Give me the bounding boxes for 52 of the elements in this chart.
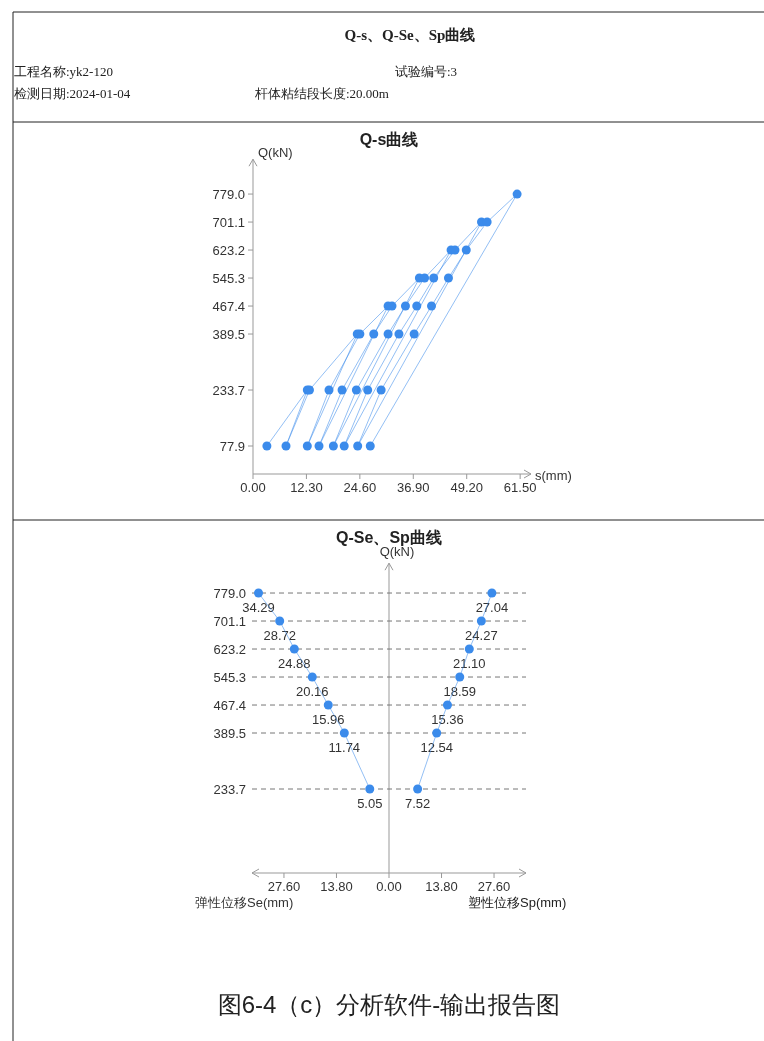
y-tick-label: 545.3 xyxy=(212,270,245,286)
x-axis-title: 弹性位移Se(mm) xyxy=(195,895,294,910)
chart-title: Q-Se、Sp曲线 xyxy=(336,529,442,546)
annotation: 24.27 xyxy=(465,628,498,644)
x-tick-label: 12.30 xyxy=(290,480,323,495)
annotation: 15.36 xyxy=(431,712,464,728)
y-tick-label: 233.7 xyxy=(212,382,245,398)
text: 试验编号:3 xyxy=(395,64,458,79)
x-tick-label: 13.80 xyxy=(425,879,458,894)
x-tick-label: 36.90 xyxy=(397,480,430,495)
y-tick-label: 779.0 xyxy=(212,186,245,202)
annotation: 11.74 xyxy=(328,740,361,756)
y-tick-label: 233.7 xyxy=(213,781,246,797)
annotation: 7.52 xyxy=(404,796,431,812)
annotation: 12.54 xyxy=(420,740,453,756)
x-tick-label: 0.00 xyxy=(240,480,266,495)
y-tick-label: 701.1 xyxy=(212,214,245,230)
y-tick-label: 623.2 xyxy=(212,242,245,258)
x-tick-label: 27.60 xyxy=(267,879,301,894)
text: 塑性位移Sp(mm) xyxy=(468,895,567,910)
y-axis-title: Q(kN) xyxy=(258,145,293,160)
x-tick-label: 0.00 xyxy=(376,879,402,894)
annotation: 24.88 xyxy=(278,656,311,672)
y-tick-label: 467.4 xyxy=(213,697,246,713)
y-tick-label: 545.3 xyxy=(213,669,246,685)
x-axis-title: s(mm) xyxy=(535,468,572,483)
caption: 图6-4（c）分析软件-输出报告图 xyxy=(217,991,561,1018)
y-tick-label: 467.4 xyxy=(212,298,245,314)
x-tick-label: 13.80 xyxy=(320,879,353,894)
chart-title: Q-s曲线 xyxy=(359,131,419,148)
x-tick-label: 61.50 xyxy=(503,480,537,495)
text: 检测日期:2024-01-04 xyxy=(14,86,131,101)
x-tick-label: 27.60 xyxy=(477,879,511,894)
annotation: 18.59 xyxy=(443,684,477,700)
text: 工程名称:yk2-120 xyxy=(14,64,113,79)
text: 杆体粘结段长度:20.00m xyxy=(254,86,389,101)
y-tick-label: 389.5 xyxy=(212,326,245,342)
y-tick-label: 623.2 xyxy=(213,641,246,657)
annotation: 15.96 xyxy=(311,712,345,728)
annotation: 20.16 xyxy=(296,684,329,700)
annotation: 28.72 xyxy=(263,628,296,644)
y-tick-label: 701.1 xyxy=(213,613,246,629)
y-tick-label: 77.9 xyxy=(219,438,245,454)
y-tick-label: 389.5 xyxy=(213,725,246,741)
y-tick-label: 779.0 xyxy=(213,585,246,601)
x-tick-label: 49.20 xyxy=(450,480,483,495)
x-tick-label: 24.60 xyxy=(343,480,377,495)
annotation: 5.05 xyxy=(357,796,383,812)
annotation: 34.29 xyxy=(242,600,275,616)
annotation: 21.10 xyxy=(453,656,486,672)
text: Q-s、Q-Se、Sp曲线 xyxy=(344,27,476,43)
annotation: 27.04 xyxy=(475,600,509,616)
